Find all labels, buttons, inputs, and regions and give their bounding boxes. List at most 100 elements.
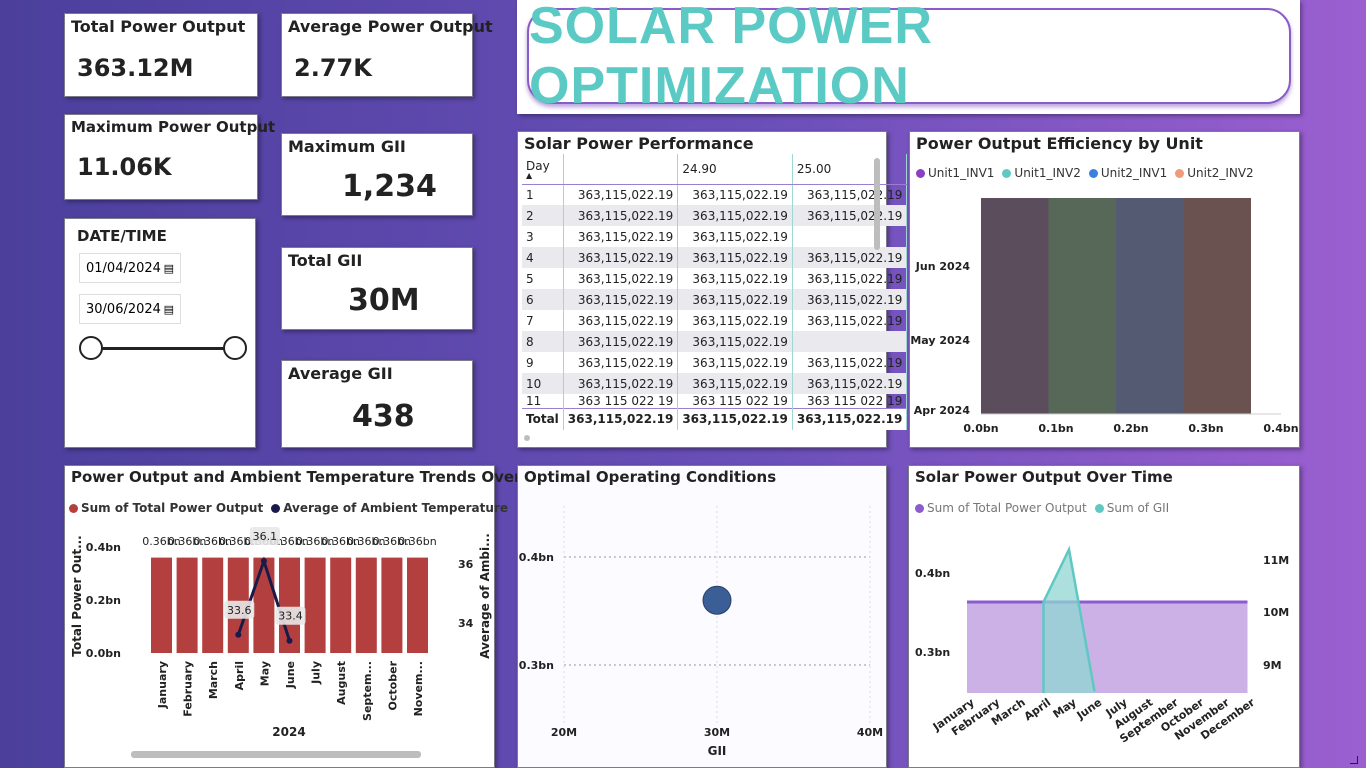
- legend-dot: [1002, 168, 1012, 178]
- column-header[interactable]: 25.00: [792, 154, 908, 185]
- legend-item[interactable]: Unit2_INV1: [1088, 166, 1168, 180]
- table-cell-day: 9: [522, 352, 564, 373]
- trend-bar[interactable]: [381, 557, 403, 653]
- legend-dot: [1088, 168, 1098, 178]
- optimal-conditions-chart[interactable]: Optimal Operating Conditions 0.3bn 0.4bn 2…: [517, 465, 887, 768]
- gii-line[interactable]: [1042, 545, 1096, 694]
- gii-area[interactable]: [1043, 549, 1095, 694]
- table-row[interactable]: 1 363,115,022.19 363,115,022.19 363,115,022…: [522, 184, 908, 205]
- trend-bar[interactable]: [330, 557, 352, 653]
- trend-bar[interactable]: [407, 557, 428, 653]
- x-tick-label: 30M: [704, 726, 730, 739]
- trend-bar[interactable]: [304, 557, 326, 653]
- table-cell: 363,115,022.19: [677, 205, 793, 226]
- kpi-max-gii-card[interactable]: Maximum GII 1,234: [281, 133, 473, 216]
- table-cell-day: 1: [522, 184, 564, 205]
- table-row[interactable]: 11 363 115 022 19 363 115 022 19 363 115 02…: [522, 394, 908, 409]
- kpi-max-power-card[interactable]: Maximum Power Output 11.06K: [64, 114, 275, 200]
- column-header-day[interactable]: Day ▲: [522, 154, 564, 185]
- chart-legend: Sum of Total Power Output Sum of GII: [915, 501, 1169, 515]
- calendar-icon[interactable]: ▤: [163, 302, 174, 316]
- table-row[interactable]: 6 363,115,022.19 363,115,022.19 363,115,022…: [522, 289, 908, 310]
- table-row[interactable]: 8 363,115,022.19 363,115,022.19: [522, 331, 908, 352]
- date-range-end-handle[interactable]: [223, 336, 247, 360]
- efficiency-by-unit-chart[interactable]: Power Output Efficiency by Unit Unit1_IN…: [909, 131, 1300, 448]
- table-cell: 363,115,022.19: [792, 268, 908, 289]
- kpi-title: Maximum Power Output: [71, 118, 276, 136]
- x-tick-label: August: [335, 661, 348, 705]
- x-tick-label: October: [386, 660, 399, 710]
- temperature-point[interactable]: [286, 637, 293, 644]
- legend-label: Unit2_INV1: [1100, 166, 1168, 180]
- trend-bar[interactable]: [151, 557, 172, 653]
- column-header[interactable]: 24.90: [677, 154, 793, 185]
- trend-bar[interactable]: [253, 557, 275, 653]
- temperature-data-label: 33.4: [278, 610, 303, 623]
- bar-data-label: 0.36bn: [219, 535, 257, 548]
- table-cell-day: 6: [522, 289, 564, 310]
- efficiency-bar-segment[interactable]: [1183, 198, 1252, 414]
- end-date-input[interactable]: 30/06/2024 ▤: [79, 294, 181, 324]
- banner-card: SOLAR POWER OPTIMIZATION: [517, 0, 1300, 115]
- legend-item[interactable]: Unit1_INV2: [1002, 166, 1081, 180]
- table-row[interactable]: 7 363,115,022.19 363,115,022.19 363,115,022…: [522, 310, 908, 331]
- table-cell: 363,115,022.19: [677, 268, 793, 289]
- legend-item-gii[interactable]: Sum of GII: [1094, 501, 1169, 515]
- table-cell-day: 8: [522, 331, 564, 352]
- y-tick-label: 0.3bn: [915, 646, 950, 659]
- kpi-total-power-card[interactable]: Total Power Output 363.12M: [64, 13, 258, 97]
- solar-performance-table[interactable]: Solar Power Performance Day ▲ 24.90 25.00…: [517, 131, 908, 448]
- table-scrollbar[interactable]: [874, 158, 880, 250]
- start-date-input[interactable]: 01/04/2024 ▤: [79, 253, 181, 283]
- legend-item[interactable]: Unit2_INV2: [1175, 166, 1254, 180]
- temperature-label-bg: [224, 600, 255, 619]
- start-date-value: 01/04/2024: [86, 260, 161, 276]
- table-total-cell: 363,115,022.19: [792, 408, 908, 430]
- sort-asc-icon[interactable]: ▲: [526, 170, 533, 180]
- legend-item-power[interactable]: Sum of Total Power Output: [915, 501, 1087, 515]
- column-header[interactable]: [563, 154, 679, 185]
- resize-corner-icon[interactable]: [1350, 756, 1358, 764]
- horizontal-scrollbar[interactable]: [131, 751, 421, 758]
- kpi-value: 438: [352, 399, 415, 434]
- kpi-title: Total GII: [288, 251, 363, 270]
- table-row[interactable]: 4 363,115,022.19 363,115,022.19 363,115,022…: [522, 247, 908, 268]
- dashboard-title: SOLAR POWER OPTIMIZATION: [529, 0, 933, 115]
- temperature-point[interactable]: [235, 631, 242, 638]
- legend-label: Unit2_INV2: [1187, 166, 1254, 180]
- calendar-icon[interactable]: ▤: [163, 261, 174, 275]
- trend-bar[interactable]: [355, 557, 377, 653]
- kpi-total-gii-card[interactable]: Total GII 30M: [281, 247, 473, 330]
- temperature-point[interactable]: [260, 558, 267, 565]
- table-row[interactable]: 5 363,115,022.19 363,115,022.19 363,115,022…: [522, 268, 908, 289]
- kpi-avg-gii-card[interactable]: Average GII 438: [281, 360, 473, 448]
- legend-item-power[interactable]: Sum of Total Power Output: [69, 501, 263, 515]
- table-row[interactable]: 2 363,115,022.19 363,115,022.19 363,115,022…: [522, 205, 908, 226]
- legend-item-temp[interactable]: Average of Ambient Temperature: [271, 501, 508, 515]
- date-range-start-handle[interactable]: [79, 336, 103, 360]
- table-scroll-dot[interactable]: [524, 435, 530, 441]
- table-row[interactable]: 3 363,115,022.19 363,115,022.19: [522, 226, 908, 247]
- table-cell: 363,115,022.19: [563, 331, 679, 352]
- table-cell: 363,115,022.19: [677, 331, 793, 352]
- kpi-avg-power-card[interactable]: Average Power Output 2.77K: [281, 13, 493, 97]
- scatter-point[interactable]: [702, 585, 732, 615]
- efficiency-bar-segment[interactable]: [1048, 198, 1117, 414]
- table-cell: 363,115,022.19: [792, 205, 908, 226]
- table-row[interactable]: 10 363,115,022.19 363,115,022.19 363,115,02…: [522, 373, 908, 394]
- legend-item[interactable]: Unit1_INV1: [916, 166, 994, 180]
- power-temperature-trends-chart[interactable]: Power Output and Ambient Temperature Tre…: [64, 465, 568, 768]
- table-cell: 363,115,022.19: [677, 310, 793, 331]
- trend-bar[interactable]: [202, 557, 224, 653]
- legend-dot: [1175, 168, 1185, 178]
- efficiency-bar-segment[interactable]: [981, 198, 1049, 414]
- x-tick-label: 20M: [551, 726, 577, 739]
- table-cell: 363,115,022.19: [563, 205, 679, 226]
- power-over-time-chart[interactable]: Solar Power Output Over Time Sum of Tota…: [908, 465, 1300, 768]
- power-area[interactable]: [967, 602, 1248, 693]
- trend-bar[interactable]: [176, 557, 198, 653]
- table-row[interactable]: 9 363,115,022.19 363,115,022.19 363,115,022…: [522, 352, 908, 373]
- y-tick-label: Apr 2024: [914, 404, 971, 417]
- y-tick-label: 0.2bn: [86, 594, 121, 607]
- efficiency-bar-segment[interactable]: [1116, 198, 1184, 414]
